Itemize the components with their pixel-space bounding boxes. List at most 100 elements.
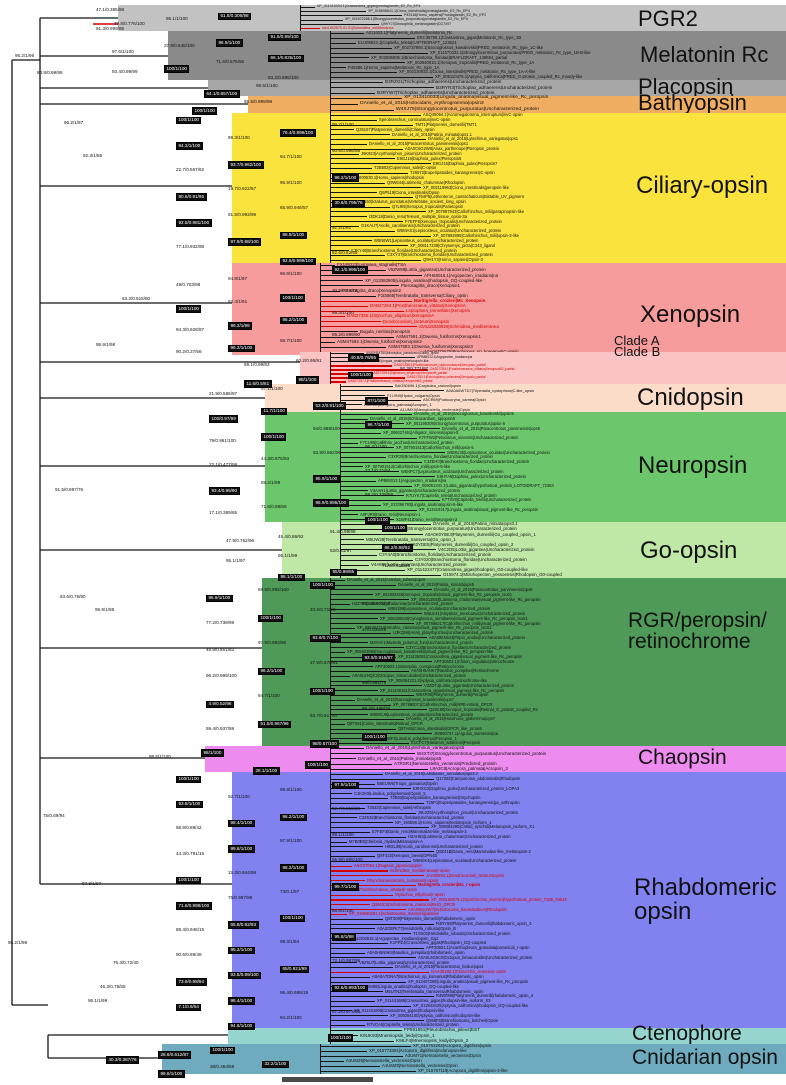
tip-branch-line	[331, 67, 346, 69]
support-value-boxed: 96.2/1/98	[228, 322, 253, 330]
support-value-boxed: 93.4/0.95/90	[209, 487, 240, 495]
tip-row: A1UMX9|Nematostella_vectensis|Opsin	[341, 407, 630, 412]
tip-branch-line	[331, 714, 368, 716]
support-value: 65.9/0.946/57	[280, 205, 309, 211]
tip-row: XP_007892895|Callorhinchus_milii|opsin-3…	[331, 233, 629, 238]
support-value-boxed: 28.8/0.612/87	[158, 1051, 192, 1059]
tip-branch-line	[331, 827, 429, 829]
tip-branch-line	[331, 957, 416, 959]
tip-label: XP_007901513|Callorhinchus_milii|opsin-5	[396, 444, 474, 450]
tip-label: JW860737.1|Argulus_siamensis|na	[434, 730, 499, 736]
tip-row: XP_002940910.1|Xenopus_tropicalis|PRED_m…	[331, 59, 633, 65]
tip-row: F1DB65|Terebratalia_transversa|Ciliary_o…	[321, 293, 633, 298]
tip-branch-line	[341, 480, 376, 482]
clade-label: PGR2	[638, 6, 698, 31]
tip-label: R4W0M6|Platynereis_dumerilii|rhabdomeric…	[436, 993, 534, 999]
tip-label: Q17292|Camponotus_abdominalis|Rhodopsin	[436, 776, 521, 782]
tip-label: C3XR29|Branchiostoma_floridae|Uncharacte…	[388, 454, 493, 460]
tip-branch-line	[331, 704, 391, 706]
tip-label: V4A880|Lottia_gigantea|Uncharacterized_p…	[371, 561, 467, 567]
tip-row: A0A095A2W7|Schistosoma_haematobium|Rhodo…	[331, 907, 627, 912]
tip-branch-line	[331, 82, 383, 84]
tip-row: W5MAS1|Lepisosteus_oculatus|Uncharacteri…	[331, 229, 629, 233]
tip-list: XP_013410033|Lingula_anatina|visual_pigm…	[330, 95, 631, 113]
tip-row: Q9W644|Latimeria_chalumnae|Rhodopsin	[331, 179, 629, 185]
tip-branch-line	[331, 758, 356, 760]
tip-row: XP_002130933.1|Ciona_intestinalis|PRED_m…	[331, 70, 633, 74]
support-value: 99.5/1/100	[149, 754, 171, 760]
tip-row: C3Y020|Branchiostoma_floridae|Uncharacte…	[341, 557, 633, 562]
tip-branch-line	[331, 788, 411, 790]
support-value: 44.3/0.791/15	[176, 850, 205, 856]
tip-list: XP_011415304.1|Crassostrea_gigas|prostag…	[300, 5, 631, 31]
support-value-boxed: 100/1/100	[348, 371, 374, 380]
support-value: 94.7/1/100	[280, 154, 302, 159]
tip-branch-line	[331, 353, 364, 355]
tip-label: XP_002940910.1|Xenopus_tropicalis|PRED_m…	[407, 59, 535, 65]
tip-label: APB88013.1|Argopecten_irradians|na	[378, 478, 447, 484]
support-value: 99.3/1/100	[332, 310, 354, 315]
tip-label: B6EUW6|Triops_granarius|Opsin	[377, 781, 438, 786]
tip-label: Q9W644|Latimeria_chalumnae|Rhodopsin	[387, 179, 465, 185]
support-value-boxed: 98/1/100	[201, 749, 224, 757]
tip-label: R4RY98|Platynereis_dumerilii|rhabdomeric…	[436, 921, 532, 927]
tip-branch-line	[331, 221, 403, 223]
tip-row: AII11603.1|Platynereis_dumerilii|melaton…	[331, 31, 633, 35]
support-value-boxed: 100/1/100	[305, 761, 331, 769]
tip-branch-line	[331, 1000, 375, 1002]
tip-branch-line	[331, 855, 375, 857]
tip-row: XP_008064295|Carlito_syrichta|Melanopsin…	[331, 825, 627, 829]
tip-branch-line	[331, 976, 370, 978]
tip-label: A0A2G8FK77|Helobdella_robusta|Opsin_B	[377, 925, 456, 931]
tip-label: K7FFW2|Pelodiscus_sinensis|Uncharacteriz…	[419, 435, 519, 441]
tip-branch-line	[331, 836, 406, 838]
support-value: 17/0.639/69	[362, 626, 387, 632]
tip-branch-line	[331, 1040, 394, 1042]
tip-branch-line	[331, 817, 357, 819]
tip-branch-line	[341, 534, 423, 536]
clade-label: Cnidarian opsin	[632, 1046, 778, 1069]
backbone-support-value: 95.9/1/98	[96, 342, 116, 347]
tip-label: JAA82594.1|Dendrocoelum_lacteum|opsin	[426, 872, 505, 878]
clade-box-ctenophore	[228, 1028, 786, 1044]
tip-row: NP_000530.1|Homo_sapiens|rhodopsin	[331, 175, 629, 180]
tip-label: XP_013410317|Lingula_anatina|visual_pigm…	[419, 506, 538, 512]
support-value: 97.9/0.983/96	[258, 640, 287, 646]
support-value-boxed: 86.9/1/100	[280, 231, 307, 240]
tip-label: W5MGJ9|Lepisosteus_oculatus|Uncharacteri…	[370, 711, 474, 717]
support-value: 96.2/0.999/100	[206, 673, 237, 679]
tip-label: K9UK93|Mnemiopsis_leidyi|Opsin_1	[360, 1032, 435, 1038]
tip-branch-line	[341, 409, 398, 411]
tip-row: A0PJR8|Danio_rerio|Neuropsin-1	[341, 512, 631, 517]
tip-label: ASM47593.1|Owenia_fusiformis|Xenopsin3	[388, 344, 473, 350]
tip-branch-line	[331, 642, 368, 644]
tip-branch-line	[331, 254, 385, 256]
support-value: 59.7/1/100	[280, 338, 302, 343]
support-value: 91.2/1/91	[332, 224, 352, 230]
support-value: 94.8/1/97	[228, 276, 248, 282]
support-value-boxed: 100/1/100	[362, 733, 388, 742]
tip-row: T2B502|Cupiennius_salei|C-opsin	[331, 166, 629, 170]
tip-branch-line	[301, 23, 379, 25]
tip-list: XP_015763203|Acropora_digitifera|opsin XP…	[320, 1044, 625, 1074]
tip-label: Q8T691|Ciona_intestinalis|Retinal_GPCR	[347, 721, 423, 727]
tip-label: B3RYR3|Trichoplax_adhaerens|Uncharacteri…	[436, 84, 553, 90]
tip-label: DAniello_et_al_2015|Patiria_miniata|ops3…	[433, 521, 518, 527]
tip-branch-line	[341, 495, 404, 497]
tip-label: XP_005094100|Aplysia_californica|rhodops…	[390, 1012, 481, 1018]
tip-branch-line	[331, 603, 350, 605]
tip-label: DAniello_et_al_2015|Lytechinus_variegatu…	[366, 745, 465, 751]
tip-label: XP_015763203|Acropora_digitifera|opsin	[413, 1043, 492, 1049]
support-value-boxed: 96.9/1/100	[216, 39, 243, 47]
tip-label: FX198223|Lymnaea_stagnalis|TSA	[337, 262, 406, 268]
tip-label: W5MU35|Lepisosteus_oculatus|Uncharacteri…	[447, 449, 550, 455]
tip-branch-line	[331, 909, 406, 911]
tip-branch-line	[331, 114, 421, 116]
tip-label: Q8T309|Platynereis_dumerilii|rhabdomeric…	[385, 916, 476, 922]
tip-branch-line	[331, 841, 347, 843]
tip-branch-line	[331, 103, 358, 105]
backbone-support-value: 76.3/0.72/40	[113, 960, 139, 965]
tip-row: L8A3C8|Acropora_palmata|Acropsin_3	[331, 767, 631, 772]
tip-row: J9L0Z6|Acyrthosiphon_pisum|Uncharacteriz…	[331, 810, 627, 815]
tip-branch-line	[341, 461, 422, 463]
